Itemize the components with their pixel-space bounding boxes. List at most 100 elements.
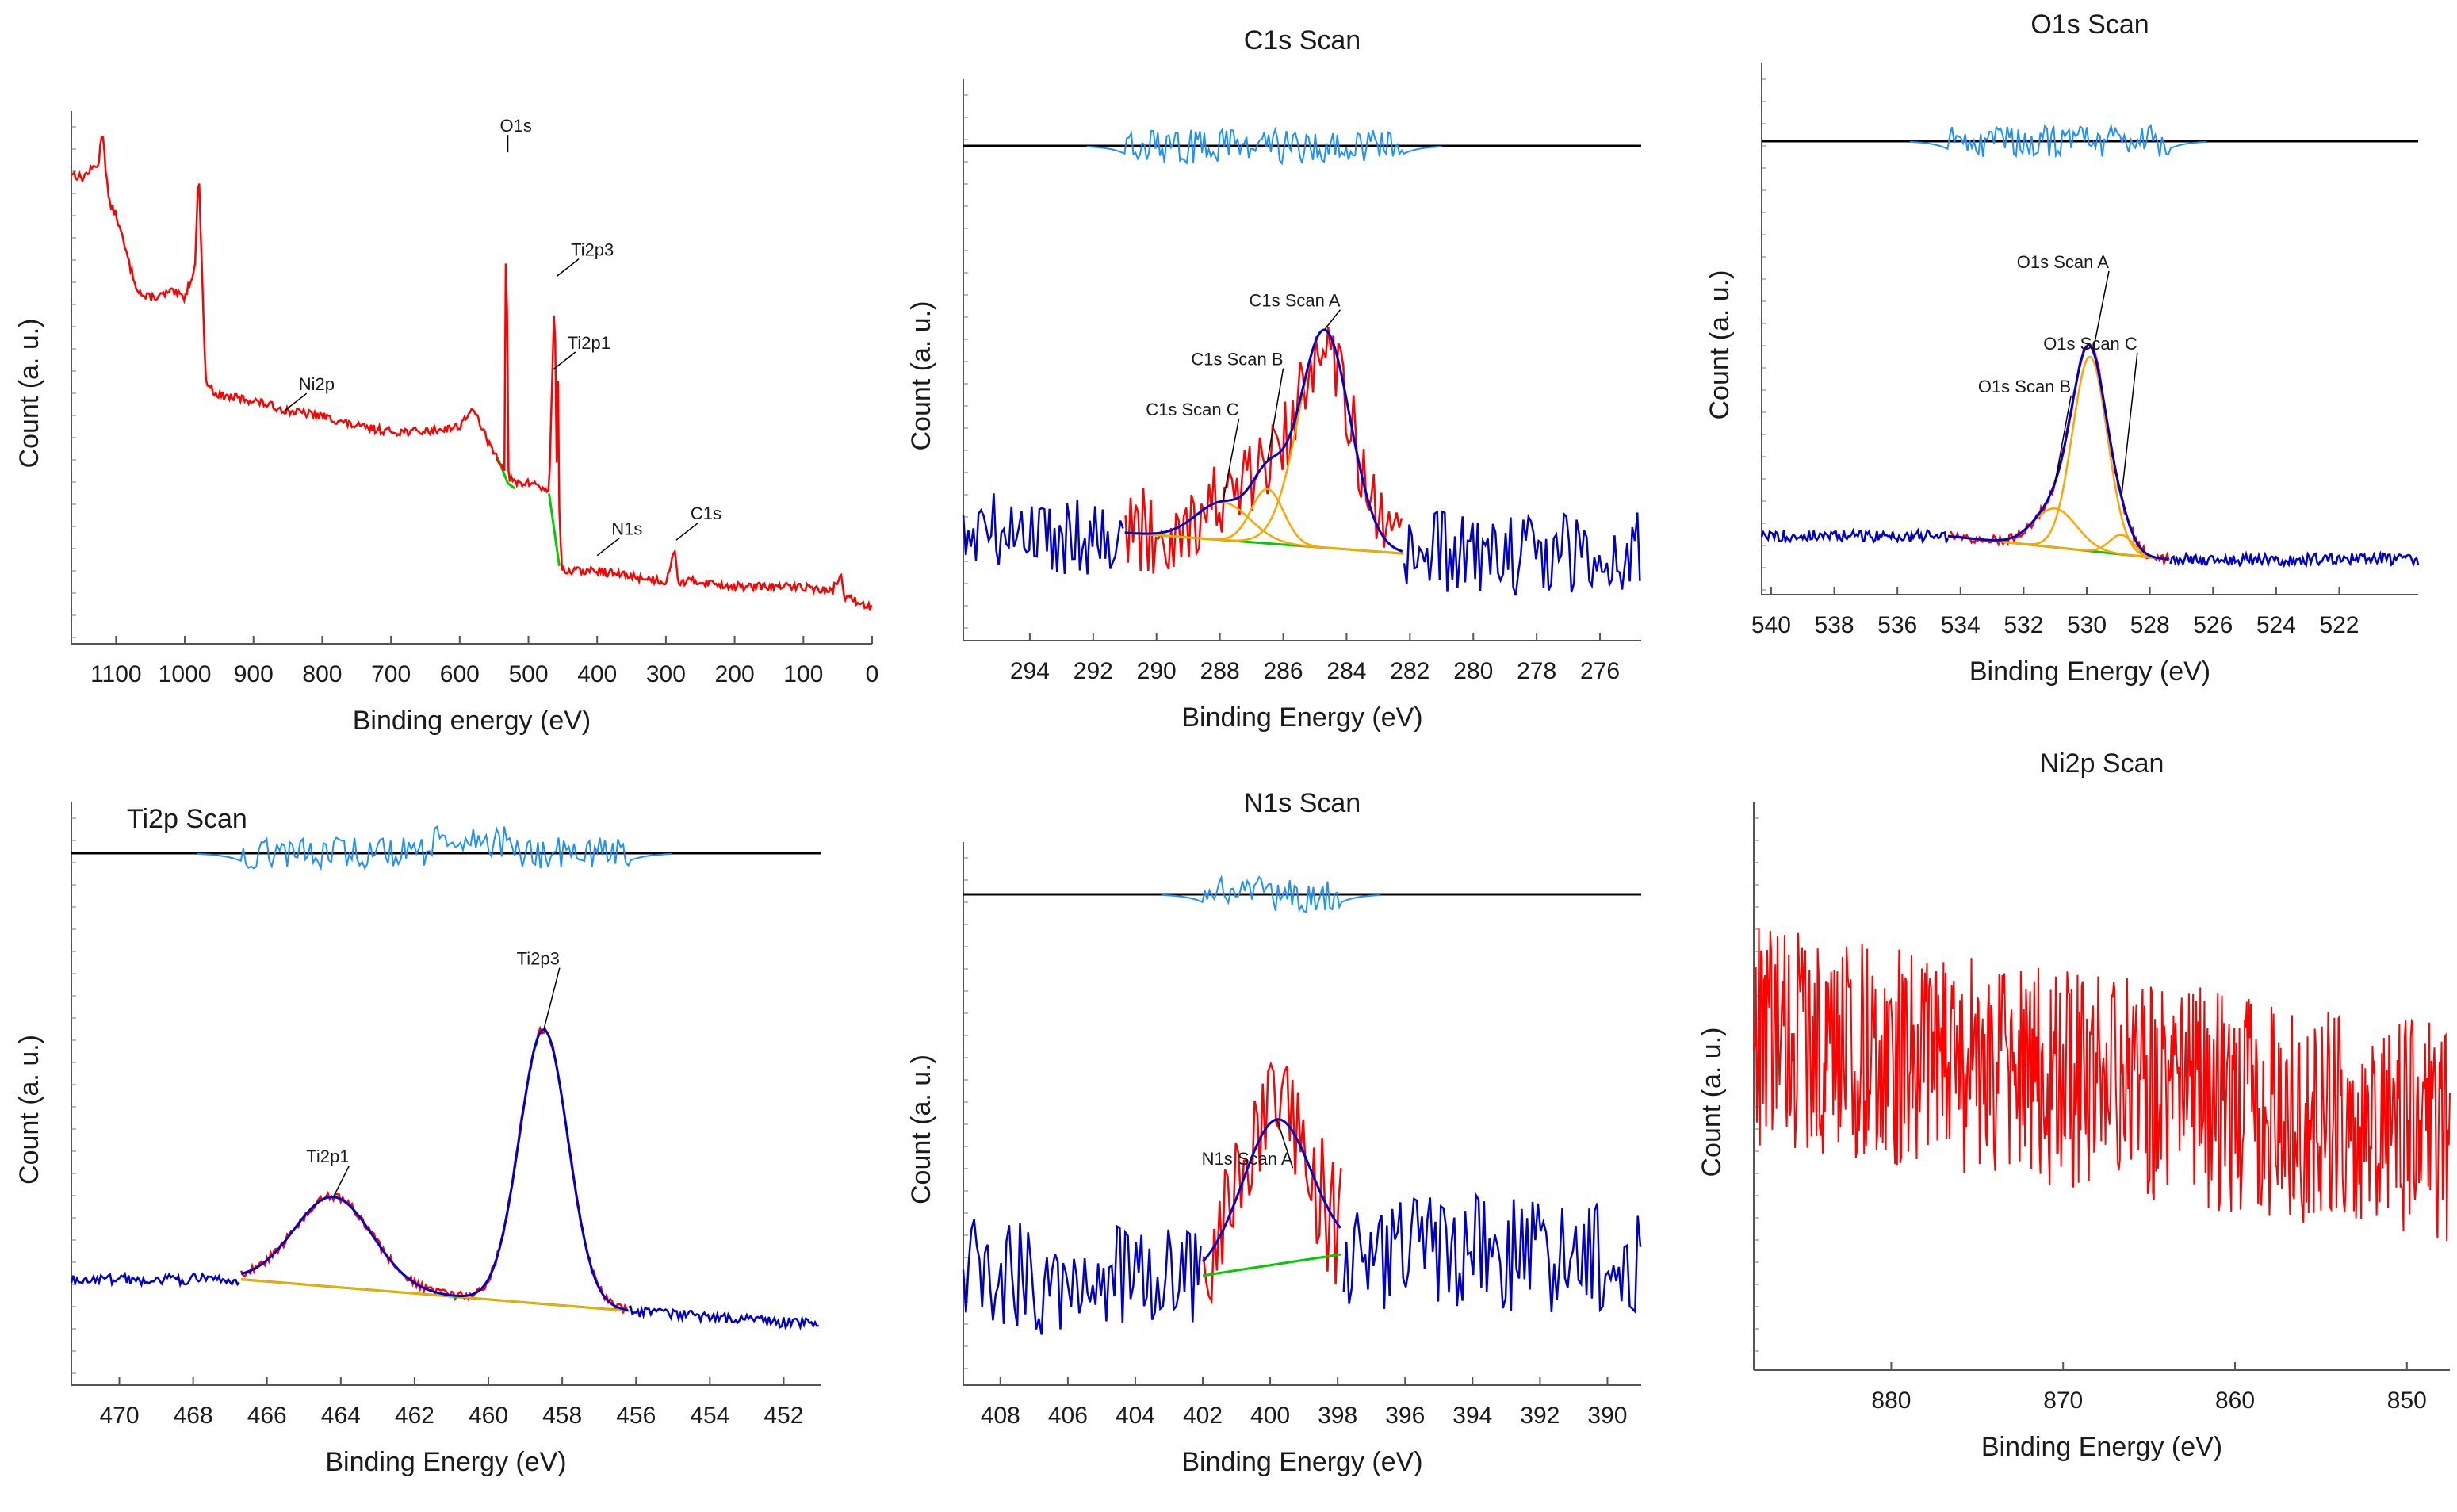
chart-title: C1s Scan — [1244, 25, 1361, 56]
x-tick-label: 400 — [1250, 1403, 1290, 1429]
residual-trace — [1910, 123, 2206, 159]
peak-label: Ti2p1 — [568, 333, 610, 353]
residual-trace — [1162, 874, 1380, 913]
chart-title: Ti2p Scan — [127, 804, 247, 834]
peak-label: C1s — [691, 503, 721, 523]
x-tick-label: 400 — [577, 661, 617, 687]
data-trace-right — [628, 1305, 819, 1331]
ni2p-series-line — [1753, 928, 2451, 1242]
y-axis-title: Count (a. u.) — [1697, 1028, 1727, 1177]
x-tick-label: 536 — [1877, 612, 1917, 638]
x-tick-label: 402 — [1183, 1403, 1223, 1429]
annotation-leader — [332, 1165, 350, 1197]
x-tick-label: 390 — [1587, 1403, 1627, 1429]
x-tick-label: 392 — [1520, 1403, 1560, 1429]
peak-label: C1s Scan A — [1250, 291, 1341, 311]
x-tick-label: 524 — [2256, 612, 2296, 638]
x-axis-title: Binding energy (eV) — [353, 706, 591, 736]
chart-title: Ni2p Scan — [2040, 748, 2164, 779]
x-tick-label: 462 — [395, 1403, 434, 1429]
x-tick-label: 200 — [715, 661, 755, 687]
peak-label: N1s Scan A — [1202, 1149, 1293, 1169]
peak-label: O1s Scan B — [1978, 377, 2071, 396]
fit-envelope — [1124, 328, 1403, 553]
o1s-background-line — [496, 457, 516, 490]
x-tick-label: 460 — [469, 1403, 508, 1429]
data-trace-left — [1760, 527, 1950, 545]
fit-component-3 — [1124, 501, 1403, 555]
x-tick-label: 282 — [1390, 658, 1429, 684]
annotation-leader — [2054, 395, 2072, 482]
annotation-leader — [284, 392, 308, 411]
x-tick-label: 1000 — [159, 661, 212, 687]
x-tick-label: 468 — [174, 1403, 213, 1429]
x-tick-label: 396 — [1385, 1403, 1425, 1429]
x-tick-label: 900 — [234, 661, 274, 687]
peak-label: C1s Scan B — [1191, 350, 1283, 369]
x-tick-label: 860 — [2215, 1388, 2255, 1414]
data-trace-fit-region — [239, 1025, 628, 1314]
x-tick-label: 284 — [1326, 658, 1366, 684]
residual-trace — [197, 825, 672, 871]
x-tick-label: 394 — [1452, 1403, 1492, 1429]
x-tick-label: 1100 — [90, 661, 142, 687]
x-tick-label: 850 — [2387, 1388, 2427, 1414]
peak-label: C1s Scan C — [1146, 400, 1238, 419]
survey-series-line — [71, 136, 873, 611]
peak-label: Ti2p1 — [306, 1146, 349, 1166]
x-tick-label: 534 — [1941, 612, 1981, 638]
data-trace-right — [2169, 549, 2420, 568]
y-axis-title: Count (a. u.) — [14, 1035, 44, 1185]
x-tick-label: 454 — [690, 1403, 729, 1429]
peak-label: O1s Scan A — [2017, 252, 2110, 272]
annotation-leader — [2121, 352, 2138, 497]
annotation-leader — [596, 538, 620, 557]
annotation-leader — [2092, 270, 2110, 351]
x-tick-label: 404 — [1116, 1403, 1155, 1429]
x-tick-label: 288 — [1200, 658, 1240, 684]
x-tick-label: 276 — [1580, 658, 1620, 684]
c1s-panel: 294 292 290 288 286 284 282 280 278 276 Binding En… — [906, 25, 1641, 733]
annotation-leader — [553, 351, 576, 370]
fit-envelope — [1201, 1118, 1341, 1263]
y-axis-title: Count (a. u.) — [906, 301, 936, 451]
x-tick-label: 522 — [2319, 612, 2359, 638]
x-axis-title: Binding Energy (eV) — [1981, 1432, 2222, 1462]
x-tick-label: 800 — [302, 661, 342, 687]
x-tick-label: 538 — [1815, 612, 1854, 638]
x-tick-label: 100 — [783, 661, 823, 687]
peak-label: Ti2p3 — [571, 240, 614, 260]
x-tick-label: 452 — [764, 1403, 803, 1429]
x-tick-label: 408 — [981, 1403, 1020, 1429]
data-trace-left — [962, 493, 1124, 575]
x-tick-label: 532 — [2003, 612, 2043, 638]
fit-component-2 — [1947, 507, 2169, 561]
data-trace-right — [1403, 510, 1641, 596]
annotation-leader — [543, 967, 561, 1030]
x-tick-label: 406 — [1048, 1403, 1088, 1429]
data-trace-left — [962, 1219, 1202, 1335]
x-tick-label: 466 — [247, 1403, 287, 1429]
x-tick-label: 456 — [616, 1403, 656, 1429]
data-trace-right — [1342, 1191, 1642, 1315]
fit-background-line — [1202, 1253, 1341, 1277]
x-axis-title: Binding Energy (eV) — [1181, 702, 1422, 733]
annotation-leader — [675, 522, 699, 541]
x-tick-label: 540 — [1751, 612, 1791, 638]
x-tick-label: 528 — [2130, 612, 2170, 638]
x-tick-label: 880 — [1871, 1388, 1911, 1414]
x-tick-label: 870 — [2043, 1388, 2083, 1414]
data-trace-fit-region — [1202, 1061, 1342, 1305]
x-tick-label: 278 — [1517, 658, 1556, 684]
x-tick-label: 458 — [542, 1403, 582, 1429]
fit-envelope — [1947, 344, 2169, 561]
data-trace-left — [70, 1271, 240, 1288]
annotation-leader — [1276, 1119, 1294, 1169]
y-axis-title: Count (a. u.) — [14, 319, 44, 469]
o1s-panel: 540 538 536 534 532 530 528 526 524 522 Binding En… — [1705, 10, 2420, 687]
x-tick-label: 500 — [508, 661, 548, 687]
peak-label: Ni2p — [299, 374, 335, 394]
x-axis-title: Binding Energy (eV) — [1969, 656, 2210, 687]
chart-title: O1s Scan — [2030, 10, 2149, 40]
x-axis-title: Binding Energy (eV) — [325, 1447, 566, 1477]
